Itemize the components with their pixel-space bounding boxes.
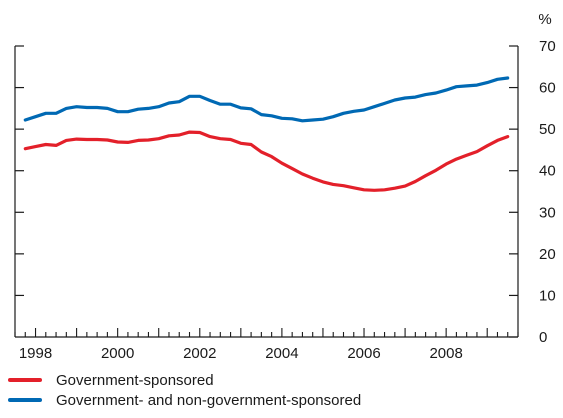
y-tick-label: 50: [539, 121, 556, 138]
y-tick-label: 0: [539, 329, 547, 346]
legend-label: Government- and non-government-sponsored: [56, 391, 362, 409]
series-line-government-and-non-government-sponsored: [23, 76, 510, 123]
y-tick-label: 60: [539, 80, 556, 97]
y-tick-label: 30: [539, 204, 556, 221]
legend: Government-sponsored Government- and non…: [8, 370, 361, 410]
x-tick-label: 2008: [429, 345, 462, 362]
legend-swatch-blue: [8, 398, 42, 402]
x-tick-label: 2006: [347, 345, 380, 362]
legend-item-government-and-non-government-sponsored: Government- and non-government-sponsored: [8, 390, 361, 410]
legend-swatch-red: [8, 378, 42, 382]
legend-item-government-sponsored: Government-sponsored: [8, 370, 361, 390]
x-tick-label: 1998: [19, 345, 52, 362]
y-tick-label: 70: [539, 38, 556, 55]
series-lines: [23, 76, 510, 192]
x-tick-label: 2004: [265, 345, 298, 362]
x-tick-label: 2000: [101, 345, 134, 362]
legend-label: Government-sponsored: [56, 371, 214, 389]
y-tick-label: 10: [539, 287, 556, 304]
x-tick-label: 2002: [183, 345, 216, 362]
y-tick-label: 40: [539, 163, 556, 180]
series-line-government-sponsored: [23, 130, 510, 192]
x-axis-ticks: 1998 2000 2002 2004 2006 2008: [14, 328, 519, 362]
y-tick-label: 20: [539, 246, 556, 263]
y-axis-unit: %: [538, 11, 551, 28]
y-axis-ticks: 0 10 20 30 40 50 60 70: [15, 38, 556, 346]
